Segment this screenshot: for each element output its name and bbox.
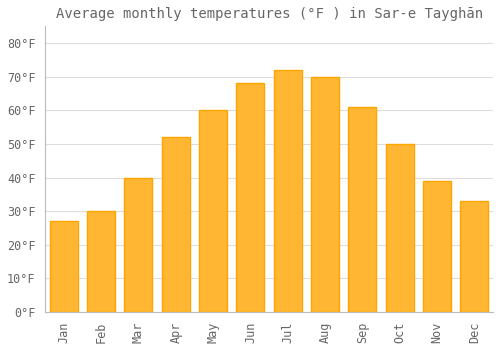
Bar	[460, 201, 488, 312]
Bar	[386, 144, 413, 312]
Bar	[423, 181, 451, 312]
Bar	[50, 221, 78, 312]
Title: Average monthly temperatures (°F ) in Sar-e Tayghān: Average monthly temperatures (°F ) in Sa…	[56, 7, 482, 21]
Bar	[311, 77, 339, 312]
Bar	[162, 137, 190, 312]
Bar	[124, 177, 152, 312]
Bar	[87, 211, 115, 312]
Bar	[199, 110, 227, 312]
Bar	[348, 107, 376, 312]
Bar	[236, 83, 264, 312]
Bar	[274, 70, 302, 312]
